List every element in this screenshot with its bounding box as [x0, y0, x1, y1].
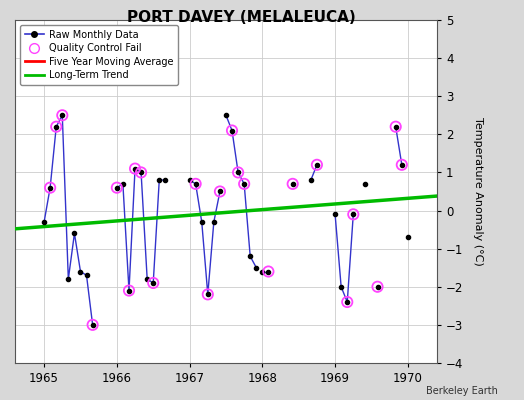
Point: [58, 112, 67, 118]
Text: Berkeley Earth: Berkeley Earth: [426, 386, 498, 396]
Point: [191, 181, 200, 187]
Point: [46, 184, 54, 191]
Text: PORT DAVEY (MELALEUCA): PORT DAVEY (MELALEUCA): [127, 10, 355, 25]
Point: [343, 299, 352, 305]
Point: [289, 181, 297, 187]
Point: [149, 280, 157, 286]
Point: [228, 127, 236, 134]
Point: [204, 291, 212, 298]
Point: [113, 184, 121, 191]
Point: [234, 169, 242, 176]
Legend: Raw Monthly Data, Quality Control Fail, Five Year Moving Average, Long-Term Tren: Raw Monthly Data, Quality Control Fail, …: [20, 25, 178, 85]
Y-axis label: Temperature Anomaly (°C): Temperature Anomaly (°C): [473, 117, 483, 266]
Point: [373, 284, 381, 290]
Point: [264, 268, 272, 275]
Point: [398, 162, 406, 168]
Point: [349, 211, 357, 218]
Point: [313, 162, 321, 168]
Point: [89, 322, 97, 328]
Point: [240, 181, 248, 187]
Point: [216, 188, 224, 195]
Point: [391, 124, 400, 130]
Point: [131, 166, 139, 172]
Point: [52, 124, 60, 130]
Point: [137, 169, 145, 176]
Point: [125, 287, 133, 294]
